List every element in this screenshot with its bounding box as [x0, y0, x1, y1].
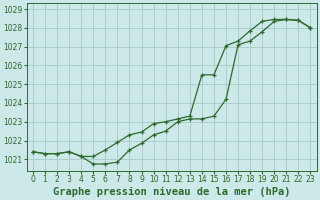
- X-axis label: Graphe pression niveau de la mer (hPa): Graphe pression niveau de la mer (hPa): [53, 186, 291, 197]
